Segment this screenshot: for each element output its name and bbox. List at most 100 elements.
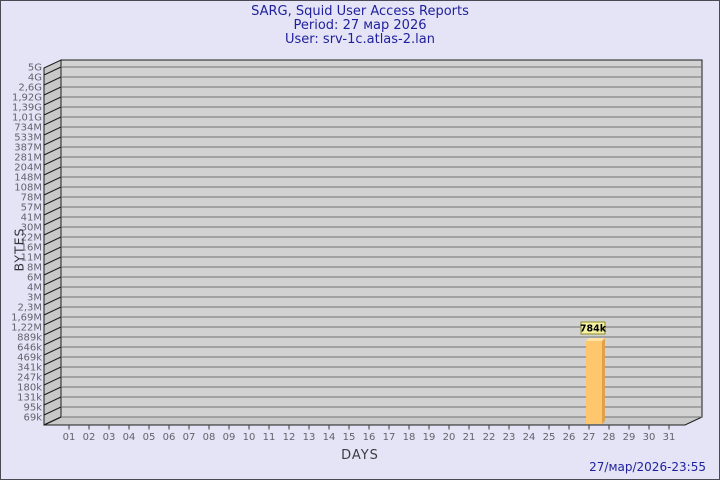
x-tick-label: 02 [83, 432, 96, 443]
y-tick-label: 2,3M [17, 303, 42, 314]
bar [586, 341, 602, 424]
y-tick-label: 5G [28, 63, 42, 74]
x-tick-label: 26 [563, 432, 576, 443]
y-axis-wall [43, 59, 62, 426]
report-user: User: srv-1c.atlas-2.lan [285, 32, 435, 47]
x-tick-label: 20 [443, 432, 456, 443]
y-tick [43, 326, 62, 336]
y-tick-label: 95k [23, 403, 42, 414]
y-tick-label: 889k [17, 333, 42, 344]
y-tick-label: 1,92G [12, 93, 42, 104]
y-tick-label: 4M [27, 283, 42, 294]
y-tick [43, 406, 62, 416]
y-tick [43, 386, 62, 396]
x-tick-label: 17 [383, 432, 396, 443]
y-tick-label: 131k [17, 393, 42, 404]
y-tick [43, 296, 62, 306]
bar-side [602, 338, 605, 424]
x-tick-label: 16 [363, 432, 376, 443]
x-tick-label: 08 [203, 432, 216, 443]
report-period: Period: 27 мар 2026 [293, 18, 427, 33]
y-tick [43, 286, 62, 296]
y-tick [43, 66, 62, 76]
y-tick [43, 206, 62, 216]
y-axis-title: BYTES [11, 227, 27, 272]
y-tick [43, 276, 62, 286]
y-tick-label: 1,01G [12, 113, 42, 124]
y-tick [43, 136, 62, 146]
y-tick [43, 246, 62, 256]
x-tick-label: 22 [483, 432, 496, 443]
y-tick-label: 204M [14, 163, 42, 174]
y-tick-label: 148M [14, 173, 42, 184]
x-tick-label: 18 [403, 432, 416, 443]
y-tick-label: 41M [21, 213, 42, 224]
report-header: SARG, Squid User Access Reports Period: … [1, 5, 719, 47]
bar-value-label: 784k [580, 324, 607, 335]
x-tick-label: 25 [543, 432, 556, 443]
y-tick [43, 266, 62, 276]
x-tick-label: 04 [123, 432, 136, 443]
y-tick-label: 69k [23, 413, 42, 424]
y-tick [43, 86, 62, 96]
y-tick [43, 226, 62, 236]
x-tick-label: 15 [343, 432, 356, 443]
y-tick [43, 166, 62, 176]
x-tick-label: 28 [603, 432, 616, 443]
y-tick-label: 387M [14, 143, 42, 154]
y-tick [43, 156, 62, 166]
y-tick [43, 146, 62, 156]
x-tick-label: 27 [583, 432, 596, 443]
x-tick-label: 09 [223, 432, 236, 443]
x-tick-label: 24 [523, 432, 536, 443]
y-tick-label: 469k [17, 353, 42, 364]
y-tick-label: 4G [28, 73, 42, 84]
x-tick-label: 06 [163, 432, 176, 443]
y-tick-label: 247k [17, 373, 42, 384]
generated-timestamp: 27/мар/2026-23:55 [589, 460, 706, 474]
y-tick-label: 646k [17, 343, 42, 354]
y-tick [43, 396, 62, 406]
y-tick-label: 6M [27, 273, 42, 284]
y-tick-label: 8M [27, 263, 42, 274]
x-tick-label: 07 [183, 432, 196, 443]
plot-area [60, 59, 703, 418]
y-tick [43, 236, 62, 246]
x-tick-label: 03 [103, 432, 116, 443]
x-tick-label: 14 [323, 432, 336, 443]
y-tick [43, 186, 62, 196]
y-tick [43, 126, 62, 136]
y-tick [43, 106, 62, 116]
y-tick [43, 216, 62, 226]
y-tick-label: 1,69M [11, 313, 42, 324]
y-tick-label: 108M [14, 183, 42, 194]
y-tick [43, 316, 62, 326]
x-tick-label: 23 [503, 432, 516, 443]
y-tick-label: 30M [21, 223, 42, 234]
bar-top [586, 338, 605, 341]
y-tick-label: 16M [21, 243, 42, 254]
x-tick-label: 30 [643, 432, 656, 443]
y-tick [43, 366, 62, 376]
x-tick-label: 11 [263, 432, 276, 443]
x-tick-label: 01 [63, 432, 76, 443]
y-tick-label: 78M [21, 193, 42, 204]
y-tick-label: 1,22M [11, 323, 42, 334]
y-tick [43, 176, 62, 186]
y-tick [43, 416, 62, 426]
y-tick [43, 76, 62, 86]
x-axis-title: DAYS [341, 448, 379, 463]
x-tick-label: 10 [243, 432, 256, 443]
y-tick-label: 2,6G [18, 83, 42, 94]
y-tick [43, 356, 62, 366]
y-tick [43, 376, 62, 386]
x-tick-label: 29 [623, 432, 636, 443]
x-tick-label: 12 [283, 432, 296, 443]
y-tick [43, 336, 62, 346]
y-tick-label: 3M [27, 293, 42, 304]
x-tick-label: 05 [143, 432, 156, 443]
y-tick [43, 306, 62, 316]
y-tick-label: 57M [21, 203, 42, 214]
